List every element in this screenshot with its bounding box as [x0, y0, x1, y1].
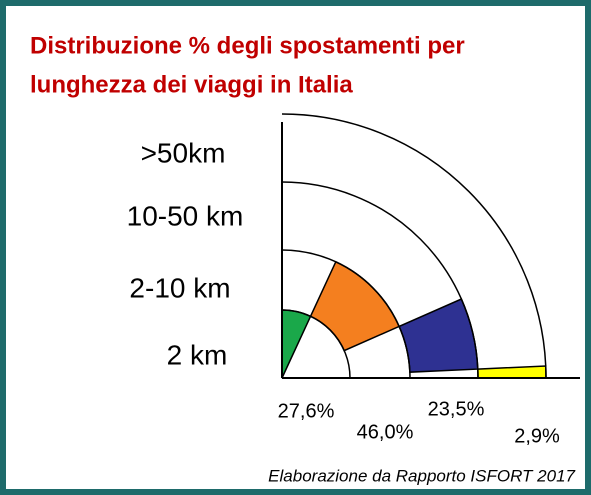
- ring-outline: [281, 309, 351, 379]
- value-label: 46,0%: [357, 421, 414, 443]
- ring-label: 10-50 km: [127, 200, 244, 231]
- chart-title: Distribuzione % degli spostamenti per: [30, 32, 465, 59]
- chart: Distribuzione % degli spostamenti per lu…: [30, 32, 580, 485]
- value-label: 23,5%: [428, 398, 485, 420]
- value-label: 2,9%: [514, 425, 560, 447]
- ring-outline: [281, 249, 411, 379]
- segment: [477, 365, 547, 379]
- segment: [281, 309, 312, 379]
- ring-label: 2-10 km: [129, 272, 230, 303]
- ring-label: >50km: [141, 137, 226, 168]
- segment: [309, 260, 401, 352]
- ring-outline: [281, 113, 547, 379]
- ring-outline: [281, 181, 479, 379]
- chart-title: lunghezza dei viaggi in Italia: [30, 71, 353, 98]
- value-label: 27,6%: [278, 400, 335, 422]
- ring-label: 2 km: [167, 339, 228, 370]
- source-note: Elaborazione da Rapporto ISFORT 2017: [268, 466, 575, 485]
